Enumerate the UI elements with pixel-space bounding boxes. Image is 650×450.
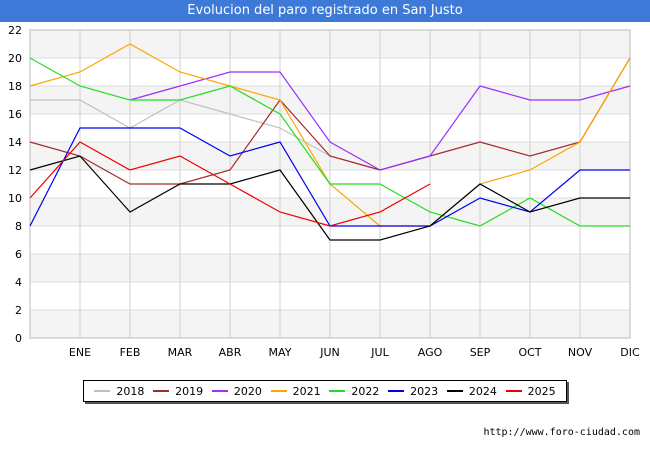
legend-item-2024: 2024 [446, 384, 497, 398]
legend-item-2019: 2019 [153, 385, 203, 398]
legend-swatch [94, 390, 111, 392]
x-tick-label: ENE [69, 346, 91, 359]
y-tick-label: 2 [15, 304, 22, 317]
y-tick-label: 4 [15, 276, 22, 289]
legend-label: 2024 [468, 384, 497, 398]
x-tick-label: JUN [319, 346, 340, 359]
y-tick-label: 10 [8, 192, 22, 205]
legend-item-2018: 2018 [94, 385, 144, 398]
series-line-2024 [29, 155, 630, 241]
legend: 2018 2019 2020 2021 2022 2023 2024 2025 [83, 380, 567, 402]
x-tick-label: FEB [120, 346, 141, 359]
legend-swatch [153, 390, 170, 392]
legend-item-2021: 2021 [270, 384, 321, 398]
legend-item-2020: 2020 [211, 384, 262, 398]
plot-area [29, 29, 631, 339]
legend-label: 2020 [233, 384, 262, 398]
legend-swatch [388, 390, 405, 392]
y-tick-label: 20 [8, 52, 22, 65]
y-tick-label: 6 [15, 248, 22, 261]
x-tick-label: MAR [168, 346, 193, 359]
legend-label: 2019 [175, 384, 204, 398]
x-tick-label: JUL [370, 346, 389, 359]
legend-label: 2023 [410, 384, 439, 398]
line-chart: 0 2 4 6 8 10 12 14 16 18 20 22 ENE FEB MAR ABR MAY JUN JUL… [8, 24, 640, 359]
legend-label: 2025 [527, 384, 556, 398]
source-link[interactable]: http://www.foro-ciudad.com [483, 427, 640, 438]
legend-swatch [329, 390, 346, 392]
y-tick-label: 22 [8, 24, 22, 37]
x-tick-label: SEP [470, 346, 491, 359]
x-tick-label: OCT [518, 346, 541, 359]
x-tick-label: AGO [418, 346, 443, 359]
legend-swatch [505, 390, 522, 392]
legend-label: 2021 [292, 384, 321, 398]
series-line-2019 [29, 57, 631, 185]
x-tick-label: DIC [620, 346, 640, 359]
series-line-2022 [29, 57, 630, 227]
series-line-2020 [129, 71, 631, 171]
legend-swatch [211, 390, 228, 392]
y-tick-label: 16 [8, 108, 22, 121]
legend-item-2023: 2023 [388, 385, 438, 398]
legend-swatch [446, 390, 463, 392]
legend-swatch [270, 390, 287, 392]
y-tick-label: 12 [8, 164, 22, 177]
legend-item-2025: 2025 [505, 384, 556, 398]
y-tick-label: 0 [15, 332, 22, 345]
chart-title: Evolucion del paro registrado en San Jus… [0, 0, 650, 22]
y-tick-label: 18 [8, 80, 22, 93]
x-tick-label: MAY [269, 346, 292, 359]
legend-item-2022: 2022 [329, 385, 379, 398]
x-tick-label: NOV [568, 346, 593, 359]
legend-label: 2022 [351, 384, 380, 398]
y-tick-label: 14 [8, 136, 22, 149]
legend-label: 2018 [116, 384, 145, 398]
series-line-2025 [29, 141, 431, 227]
x-tick-label: ABR [219, 346, 242, 359]
y-tick-label: 8 [15, 220, 22, 233]
